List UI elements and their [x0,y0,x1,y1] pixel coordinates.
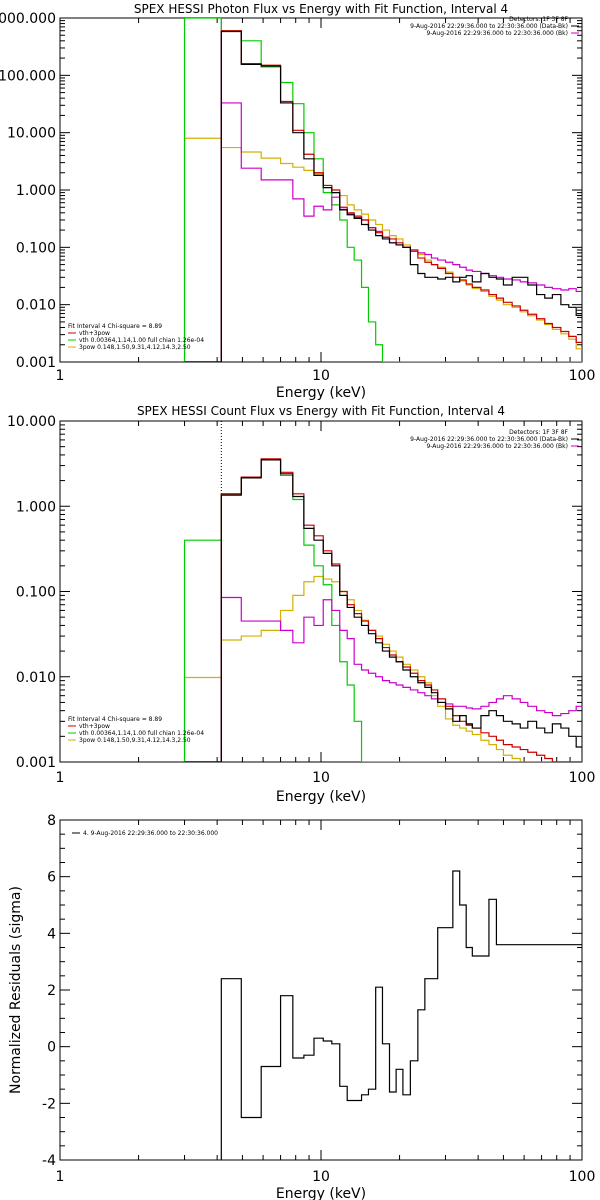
x-tick-label: 100 [569,368,596,384]
legend-entry: vth+3pow [79,723,110,730]
x-tick-label: 10 [312,368,330,384]
y-tick-label: 4 [47,926,56,942]
x-tick-label: 1 [56,368,65,384]
plot-frame [59,420,583,763]
plot-frame [59,819,583,1161]
y-tick-label: 1.000 [16,183,56,199]
plot-area [183,421,582,762]
spectrum-series-3 [184,102,582,362]
y-tick-label: 8 [47,813,56,829]
header-note: 9-Aug-2016 22:29:36.000 to 22:30:36.000 … [410,23,568,30]
header-note: Detectors: 1F 3F 8F [509,429,568,436]
x-axis-label: Energy (keV) [276,1186,366,1200]
spectrum-series-5 [184,30,582,362]
chart-title: SPEX HESSI Photon Flux vs Energy with Fi… [134,2,508,16]
x-axis-label: Energy (keV) [276,789,366,805]
legend-entry: vth+3pow [79,330,110,337]
y-tick-label: -4 [42,1153,56,1169]
header-note: 9-Aug-2016 22:29:36.000 to 22:30:36.000 … [410,436,568,443]
y-tick-label: 2 [47,983,56,999]
legend-entry: Fit Interval 4 Chi-square = 8.89 [68,323,162,330]
spectrum-series-1 [183,575,582,762]
header-note: 9-Aug-2016 22:29:36.000 to 22:30:36.000 … [426,30,568,37]
plot-frame [59,17,583,363]
y-tick-label: 0.010 [16,670,56,686]
spectrum-series-2 [183,18,582,362]
plot-area [220,870,582,1160]
y-axis-label: Normalized Residuals (sigma) [8,886,24,1094]
y-tick-label: 10.000 [7,414,56,430]
y-tick-label: 0.001 [16,755,56,771]
spectrum-series-5 [184,459,582,762]
chart-panel-1: SPEX HESSI Photon Flux vs Energy with Fi… [0,2,595,401]
legend-entry: vth 0.00364,1.14,1.00 full chian 1.26e-0… [79,730,204,737]
y-tick-label: 0.001 [16,355,56,371]
y-tick-label: 10.000 [7,126,56,142]
y-tick-label: 0 [47,1040,56,1056]
spectrum-series-1 [183,137,582,362]
y-tick-label: 0.010 [16,298,56,314]
chart-panel-3: 1 10 100 -4 -2 0 2 4 6 8 Energy (keV) Normalized Re… [8,813,595,1200]
y-tick-label: 100.000 [0,68,56,84]
x-axis-label: Energy (keV) [276,385,366,401]
spectrum-series-1 [220,870,582,1160]
header-note: Detectors: 1F 3F 8F [509,16,568,23]
x-tick-label: 100 [569,770,596,786]
y-tick-label: -2 [42,1096,56,1112]
legend-entry: vth 0.00364,1.14,1.00 full chian 1.26e-0… [79,337,204,344]
x-tick-label: 10 [312,1169,330,1185]
y-tick-label: 1.000 [16,499,56,515]
chart-title: SPEX HESSI Count Flux vs Energy with Fit… [137,404,505,418]
x-tick-label: 1 [56,770,65,786]
y-tick-label: 6 [47,870,56,886]
spectrum-series-3 [184,596,582,762]
chart-panel-2: SPEX HESSI Count Flux vs Energy with Fit… [7,404,595,805]
legend-entry: 3pow 0.148,1.50,9.31,4.12,14.3,2.50 [79,737,191,744]
x-tick-label: 1 [56,1169,65,1185]
legend-entry: Fit Interval 4 Chi-square = 8.89 [68,716,162,723]
header-note: 9-Aug-2016 22:29:36.000 to 22:30:36.000 … [426,443,568,450]
legend-entry: 4. 9-Aug-2016 22:29:36.000 to 22:30:36.0… [83,830,218,837]
legend-entry: 3pow 0.148,1.50,9.31,4.12,14.3,2.50 [79,344,191,351]
spectrum-series-4 [184,30,582,362]
x-tick-label: 10 [312,770,330,786]
x-tick-label: 100 [569,1169,596,1185]
spectrum-series-4 [184,458,582,762]
y-tick-label: 0.100 [16,585,56,601]
y-tick-label: 0.100 [16,240,56,256]
spectrum-series-2 [183,459,582,762]
plot-area [183,18,582,362]
